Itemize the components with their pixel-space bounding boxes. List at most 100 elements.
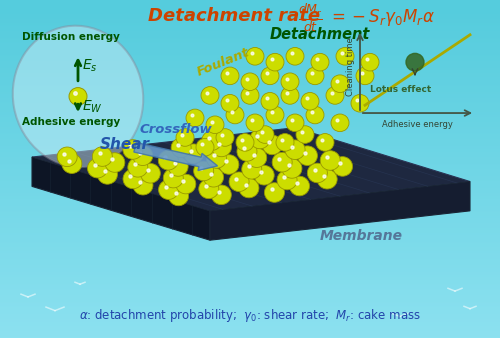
- Circle shape: [236, 134, 254, 151]
- Circle shape: [241, 73, 259, 91]
- Circle shape: [69, 88, 87, 105]
- Text: Crossflow: Crossflow: [140, 123, 213, 136]
- Circle shape: [320, 151, 340, 170]
- Circle shape: [57, 147, 77, 167]
- Circle shape: [264, 183, 284, 202]
- Circle shape: [202, 131, 222, 150]
- Circle shape: [286, 48, 304, 65]
- Circle shape: [262, 135, 282, 155]
- Ellipse shape: [13, 26, 143, 167]
- Circle shape: [286, 114, 304, 131]
- Circle shape: [212, 137, 232, 157]
- Text: Adhesive energy: Adhesive energy: [382, 120, 452, 129]
- Circle shape: [140, 164, 160, 183]
- Circle shape: [219, 155, 239, 174]
- Circle shape: [332, 156, 352, 176]
- Circle shape: [282, 159, 302, 178]
- Circle shape: [331, 114, 349, 131]
- Circle shape: [239, 178, 259, 198]
- Circle shape: [62, 154, 82, 173]
- Circle shape: [317, 169, 337, 189]
- Circle shape: [206, 116, 224, 134]
- Circle shape: [128, 158, 148, 177]
- Circle shape: [133, 175, 153, 195]
- Circle shape: [242, 160, 262, 179]
- Text: $\frac{dM_r}{dt}$: $\frac{dM_r}{dt}$: [298, 2, 323, 34]
- Circle shape: [266, 106, 284, 124]
- Text: Adhesive energy: Adhesive energy: [22, 117, 120, 127]
- Circle shape: [168, 186, 188, 206]
- Circle shape: [105, 153, 125, 172]
- Circle shape: [216, 129, 234, 146]
- Text: Membrane: Membrane: [320, 229, 403, 243]
- Circle shape: [311, 53, 329, 71]
- Circle shape: [246, 48, 264, 65]
- Circle shape: [229, 172, 249, 192]
- Circle shape: [316, 134, 334, 151]
- Circle shape: [290, 176, 310, 196]
- Circle shape: [221, 67, 239, 85]
- Circle shape: [204, 167, 224, 187]
- Circle shape: [301, 93, 319, 110]
- Circle shape: [351, 94, 369, 112]
- Circle shape: [296, 126, 314, 143]
- Circle shape: [221, 94, 239, 112]
- Circle shape: [184, 144, 204, 164]
- Circle shape: [206, 149, 227, 168]
- Circle shape: [212, 185, 232, 204]
- Text: $E_W$: $E_W$: [82, 99, 102, 116]
- Circle shape: [237, 142, 257, 161]
- Circle shape: [326, 87, 344, 104]
- Circle shape: [306, 67, 324, 85]
- Circle shape: [406, 53, 424, 71]
- Circle shape: [168, 157, 188, 176]
- Circle shape: [276, 134, 294, 151]
- Text: $\alpha$: detachment probability;  $\gamma_0$: shear rate;  $M_r$: cake mass: $\alpha$: detachment probability; $\gamm…: [79, 307, 421, 324]
- Circle shape: [88, 159, 108, 178]
- FancyArrow shape: [134, 143, 218, 170]
- Circle shape: [241, 87, 259, 104]
- Circle shape: [176, 129, 194, 146]
- Circle shape: [285, 140, 305, 160]
- Circle shape: [92, 147, 112, 166]
- Circle shape: [194, 161, 214, 181]
- Circle shape: [336, 48, 354, 65]
- Polygon shape: [32, 128, 470, 211]
- Circle shape: [331, 75, 349, 93]
- Circle shape: [158, 180, 178, 199]
- Text: Diffusion energy: Diffusion energy: [22, 32, 120, 42]
- Circle shape: [356, 67, 374, 85]
- Circle shape: [298, 146, 318, 166]
- Circle shape: [254, 166, 274, 185]
- Text: Detachment: Detachment: [270, 27, 370, 42]
- Circle shape: [281, 73, 299, 91]
- Circle shape: [250, 129, 270, 149]
- Circle shape: [277, 170, 297, 190]
- Polygon shape: [32, 157, 210, 240]
- Text: Detachment rate: Detachment rate: [148, 7, 320, 25]
- Circle shape: [261, 67, 279, 85]
- Circle shape: [123, 140, 143, 159]
- Text: Shear: Shear: [100, 137, 150, 152]
- Circle shape: [308, 163, 328, 183]
- Circle shape: [123, 169, 143, 189]
- Circle shape: [171, 138, 191, 158]
- Circle shape: [246, 148, 266, 167]
- Circle shape: [164, 168, 184, 188]
- Text: $E_s$: $E_s$: [82, 58, 98, 74]
- Polygon shape: [210, 182, 470, 240]
- Circle shape: [132, 146, 152, 166]
- Circle shape: [361, 53, 379, 71]
- Circle shape: [266, 53, 284, 71]
- Circle shape: [199, 179, 219, 199]
- Circle shape: [98, 165, 117, 184]
- Text: Foulant: Foulant: [195, 46, 252, 79]
- Text: $= -S_r\gamma_0 M_r\alpha$: $= -S_r\gamma_0 M_r\alpha$: [328, 7, 434, 28]
- Circle shape: [306, 106, 324, 124]
- Circle shape: [272, 152, 292, 172]
- Circle shape: [186, 109, 204, 127]
- Circle shape: [158, 150, 178, 170]
- Circle shape: [281, 87, 299, 104]
- Text: Lotus effect: Lotus effect: [370, 84, 431, 94]
- Circle shape: [176, 174, 196, 194]
